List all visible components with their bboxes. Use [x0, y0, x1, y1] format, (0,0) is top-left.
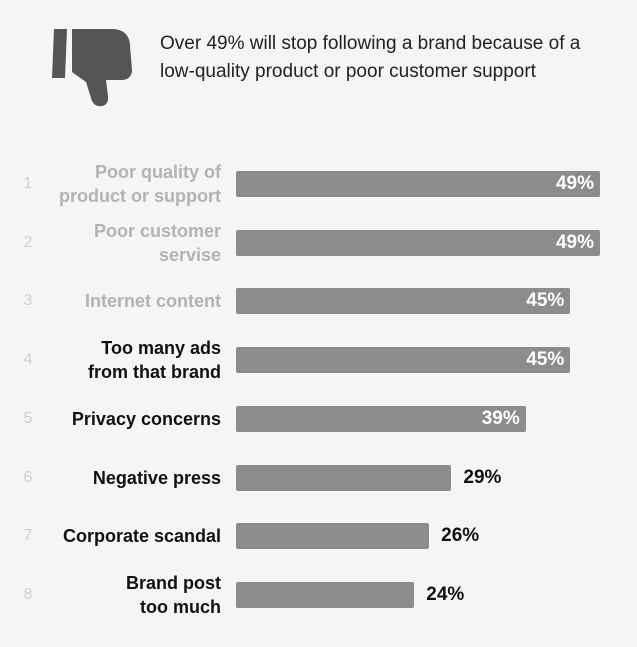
rank-number: 3 — [23, 292, 33, 310]
bar — [236, 581, 415, 608]
value-label: 49% — [555, 173, 594, 194]
category-label: Poor quality of product or support — [59, 162, 221, 206]
category-label: Poor customer servise — [93, 220, 221, 265]
category-label: Brand post too much — [125, 572, 221, 617]
bar — [236, 171, 600, 197]
rank-number: 7 — [23, 527, 33, 545]
bar — [236, 288, 571, 315]
value-label: 45% — [526, 290, 565, 312]
value-label: 39% — [481, 407, 520, 429]
value-label: 26% — [441, 525, 480, 547]
rank-number: 8 — [23, 585, 33, 603]
category-label: Too many ads from that brand — [88, 338, 221, 383]
chart-title: Over 49% will stop following a brand bec… — [160, 33, 581, 82]
category-label: Internet content — [84, 291, 221, 312]
bar — [236, 464, 452, 491]
category-label: Corporate scandal — [62, 526, 221, 547]
rank-number: 1 — [23, 175, 33, 192]
bar — [236, 523, 430, 550]
bar — [236, 405, 526, 432]
rank-number: 4 — [23, 351, 33, 369]
category-label: Privacy concerns — [71, 408, 221, 429]
bar — [236, 347, 571, 374]
category-label: Negative press — [92, 467, 221, 488]
rank-number: 5 — [23, 409, 33, 427]
value-label: 49% — [555, 231, 594, 253]
rank-number: 6 — [23, 468, 33, 486]
thumbs-down-icon — [52, 29, 132, 107]
value-label: 45% — [526, 349, 565, 371]
value-label: 24% — [426, 583, 465, 605]
value-label: 29% — [463, 466, 502, 488]
bar — [236, 229, 600, 256]
rank-number: 2 — [23, 233, 33, 251]
